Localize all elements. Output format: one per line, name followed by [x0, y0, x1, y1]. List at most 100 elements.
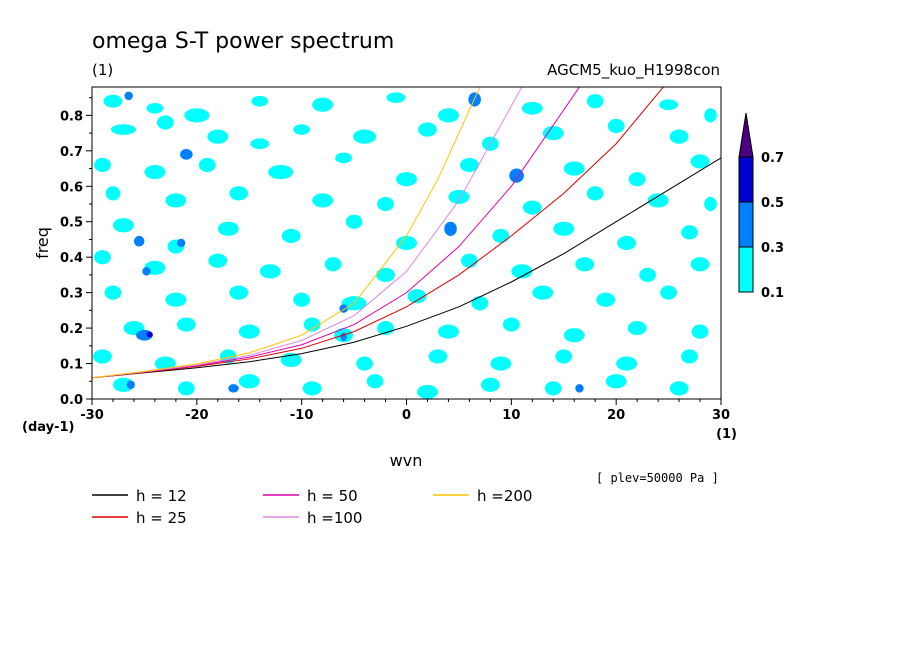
contour-patch-44 — [647, 193, 669, 208]
contour-patch-33 — [563, 161, 585, 176]
contour-patch-49 — [176, 238, 186, 248]
contour-patch-84 — [146, 331, 153, 338]
contour-patch-117 — [575, 384, 584, 393]
contour-patch-85 — [176, 317, 196, 332]
contour-patch-65 — [376, 267, 395, 282]
contour-patch-63 — [259, 264, 281, 279]
contour-patch-64 — [324, 257, 342, 272]
curve-0 — [92, 157, 721, 379]
colorbar-segment-0 — [738, 246, 754, 293]
model-label: AGCM5_kuo_H1998con — [547, 61, 720, 80]
legend-label-2: h = 50 — [307, 487, 358, 505]
y-tick-label-4: 0.4 — [60, 251, 83, 266]
contour-patch-27 — [198, 157, 216, 173]
contour-patch-56 — [553, 221, 575, 236]
contour-patch-16 — [250, 138, 270, 150]
y-tick-label-6: 0.6 — [60, 180, 83, 195]
contour-patch-47 — [133, 235, 145, 247]
contour-patch-112 — [416, 384, 438, 399]
legend-label-3: h =100 — [307, 509, 362, 527]
level-note: [ plev=50000 Pa ] — [596, 471, 719, 485]
contour-patch-110 — [302, 381, 322, 396]
x-tick-label-3: 0 — [402, 408, 411, 423]
contour-patch-81 — [660, 285, 677, 300]
legend-label-0: h = 12 — [136, 487, 187, 505]
x-axis-ticks: -30 -20 -10 0 10 20 30 — [80, 399, 730, 423]
contour-patch-10 — [586, 94, 604, 109]
contour-patch-103 — [555, 349, 573, 364]
dispersion-curves — [92, 87, 721, 379]
contour-patch-74 — [293, 292, 311, 307]
x-tick-label-5: 20 — [607, 408, 625, 423]
legend: h = 12 h = 25 h = 50 h =100 h =200 — [92, 487, 532, 527]
contour-patch-12 — [704, 108, 717, 123]
curve-4 — [92, 87, 481, 379]
x-axis-title: wvn — [390, 451, 423, 470]
y-tick-label-1: 0.1 — [60, 358, 83, 373]
contour-patch-31 — [459, 157, 479, 173]
contour-patch-42 — [522, 200, 542, 215]
contour-patch-34 — [628, 172, 646, 187]
contour-patch-108 — [177, 381, 195, 396]
contour-patch-0 — [103, 94, 123, 108]
contour-patch-45 — [704, 196, 717, 212]
contour-patch-25 — [94, 157, 111, 173]
contour-patch-68 — [575, 257, 595, 272]
contour-patch-66 — [461, 253, 478, 268]
x-unit-label: (1) — [716, 427, 737, 442]
contour-patch-111 — [366, 374, 384, 389]
colorbar-segment-2 — [738, 156, 754, 203]
contour-patch-39 — [312, 193, 334, 208]
y-tick-label-0: 0.0 — [60, 393, 83, 408]
contour-patch-73 — [229, 285, 249, 300]
contour-patch-59 — [94, 250, 111, 265]
contour-patch-5 — [312, 97, 334, 112]
y-tick-label-2: 0.2 — [60, 322, 83, 337]
contour-patch-38 — [229, 186, 249, 201]
contour-patch-7 — [437, 108, 459, 123]
contour-patch-19 — [418, 122, 437, 137]
contour-patch-96 — [93, 349, 112, 364]
contour-patch-15 — [207, 129, 229, 144]
contour-patch-71 — [104, 285, 122, 300]
colorbar-segment-1 — [738, 201, 754, 248]
subtitle-unit: (1) — [92, 61, 113, 79]
y-unit-label: (day-1) — [22, 420, 74, 435]
colorbar-extend-arrow — [738, 112, 754, 158]
contour-patch-67 — [511, 264, 533, 279]
x-tick-label-4: 10 — [502, 408, 520, 423]
colorbar-label-0: 0.1 — [761, 286, 784, 301]
contour-patch-97 — [154, 356, 176, 371]
contour-patch-62 — [208, 253, 228, 268]
contour-patch-93 — [563, 328, 585, 343]
y-tick-label-3: 0.3 — [60, 287, 83, 302]
y-tick-label-5: 0.5 — [60, 216, 83, 231]
curve-2 — [92, 87, 580, 379]
contour-patch-115 — [605, 374, 627, 389]
contour-patch-21 — [542, 126, 564, 141]
y-tick-label-8: 0.8 — [60, 109, 83, 124]
contour-patch-23 — [669, 129, 689, 144]
contour-patch-13 — [110, 124, 137, 135]
contour-patch-92 — [502, 317, 520, 332]
contour-patch-3 — [184, 108, 210, 123]
contour-patch-94 — [627, 321, 647, 336]
contour-patch-87 — [303, 317, 321, 332]
chart-title: omega S-T power spectrum — [92, 29, 394, 54]
contour-patch-114 — [544, 381, 562, 396]
contour-patch-6 — [386, 92, 406, 103]
contour-patch-58 — [681, 225, 698, 240]
x-tick-label-2: -10 — [290, 408, 314, 423]
contour-patch-102 — [490, 356, 512, 371]
contour-patch-54 — [444, 221, 457, 236]
contour-patch-26 — [144, 165, 166, 180]
contour-patch-95 — [691, 324, 709, 339]
curve-1 — [92, 87, 664, 379]
contour-patch-29 — [335, 152, 352, 164]
contour-patch-53 — [396, 235, 417, 251]
contour-fill-layer — [93, 91, 717, 399]
contour-patch-28 — [268, 165, 294, 180]
contour-patch-118 — [228, 384, 239, 393]
contour-patch-61 — [142, 267, 151, 276]
contour-patch-107 — [126, 380, 135, 390]
